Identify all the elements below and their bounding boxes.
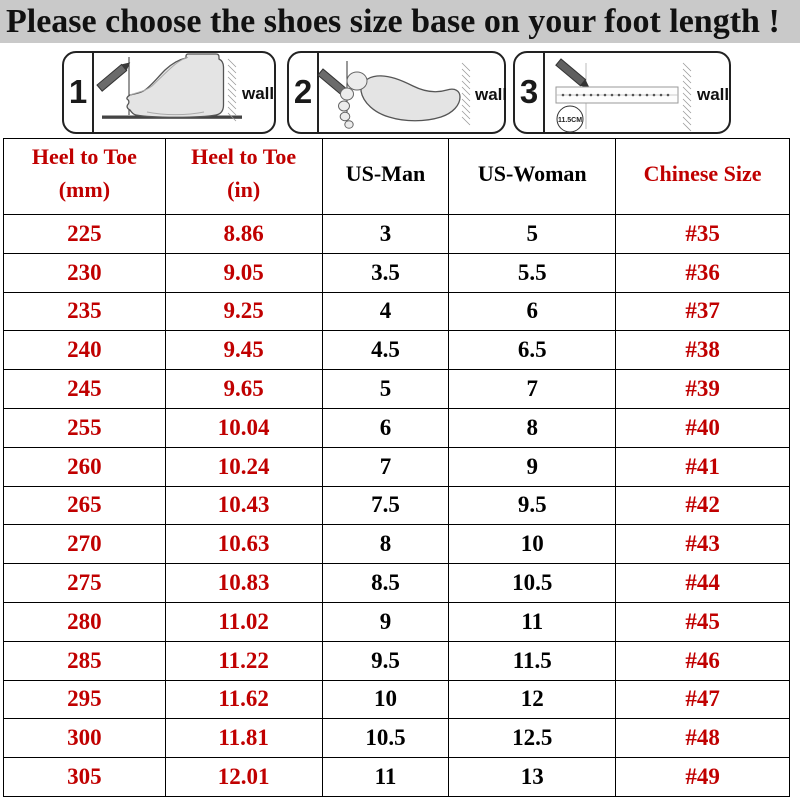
svg-text:wall: wall <box>696 85 729 104</box>
svg-text:wall: wall <box>241 84 274 103</box>
svg-text:11.5CM: 11.5CM <box>558 117 582 124</box>
svg-text:wall: wall <box>474 85 507 104</box>
